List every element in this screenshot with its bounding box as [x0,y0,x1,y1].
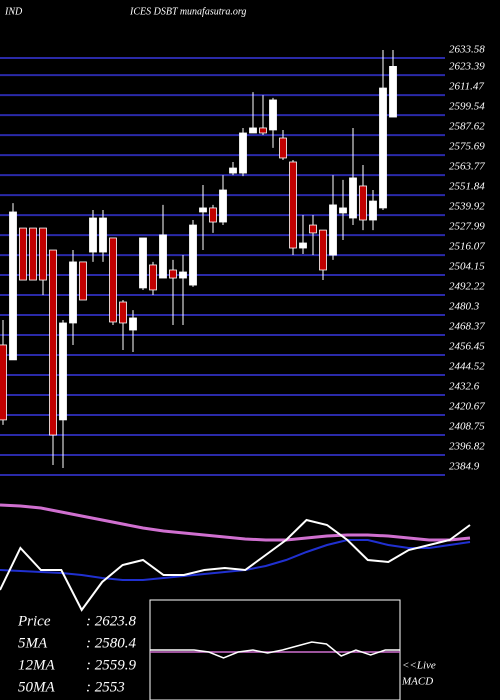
candle-body [259,127,267,134]
indicator-line [0,503,471,542]
y-tick-label: 2456.45 [449,341,485,353]
indicator-line [0,518,471,612]
candle-body [189,224,197,286]
candle-body [169,269,177,279]
candle-body [0,344,7,421]
candle-body [149,264,157,291]
readout-name: Price [17,613,51,629]
candle-body [79,261,87,301]
candle-body [359,185,367,221]
candle-body [159,234,167,279]
readout-name: 50MA [18,679,55,695]
macd-label: MACD [401,676,433,688]
candle-body [59,322,67,421]
candle-body [329,204,337,256]
readout-name: 5MA [18,635,48,651]
candle-body [279,137,287,159]
y-tick-label: 2623.39 [449,61,485,73]
candle-body [139,237,147,289]
candle-body [389,66,397,118]
y-tick-label: 2539.92 [449,201,485,213]
indicator-line [0,539,471,581]
candle-body [349,177,357,219]
candle-body [249,127,257,134]
y-tick-label: 2420.67 [449,401,485,413]
y-tick-label: 2384.9 [449,461,480,473]
y-tick-label: 2444.52 [449,361,485,373]
candle-body [19,227,27,281]
readout-value: : 2553 [86,679,125,695]
candle-body [309,224,317,234]
y-tick-label: 2563.77 [449,161,485,173]
y-tick-label: 2575.69 [449,141,485,153]
candle-body [99,217,107,253]
readout-value: : 2580.4 [86,635,136,651]
y-tick-label: 2492.22 [449,281,485,293]
candle-body [39,227,47,281]
y-tick-label: 2611.47 [449,81,484,93]
candle-body [269,99,277,131]
macd-line [150,641,400,659]
candle-body [379,87,387,209]
candle-body [179,271,187,279]
candle-body [199,207,207,213]
chart-title: IND [4,6,23,17]
y-tick-label: 2396.82 [449,441,485,453]
readout-value: : 2623.8 [86,613,136,629]
candle-body [319,229,327,271]
candle-body [289,161,297,249]
y-tick-label: 2587.62 [449,121,485,133]
readout-name: 12MA [18,657,55,673]
y-tick-label: 2408.75 [449,421,485,433]
candle-body [119,301,127,324]
y-tick-label: 2432.6 [449,381,480,393]
candle-body [9,211,17,361]
readout-value: : 2559.9 [86,657,136,673]
candle-body [229,167,237,174]
candle-body [69,261,77,324]
candle-body [219,189,227,223]
y-tick-label: 2599.54 [449,101,485,113]
candle-body [339,207,347,214]
y-tick-label: 2468.37 [449,321,485,333]
candle-body [29,227,37,281]
candle-body [49,249,57,436]
candle-body [129,317,137,331]
chart-subtitle: ICES DSBT munafasutra.org [129,6,246,17]
y-tick-label: 2633.58 [449,44,485,56]
candle-body [299,242,307,249]
y-tick-label: 2504.15 [449,261,485,273]
candle-body [89,217,97,253]
live-label: <<Live [402,660,436,672]
y-tick-label: 2551.84 [449,181,485,193]
y-tick-label: 2527.99 [449,221,485,233]
y-tick-label: 2516.07 [449,241,485,253]
y-tick-label: 2480.3 [449,301,480,313]
candle-body [369,200,377,221]
candle-body [239,132,247,174]
candle-body [209,207,217,223]
candle-body [109,237,117,323]
